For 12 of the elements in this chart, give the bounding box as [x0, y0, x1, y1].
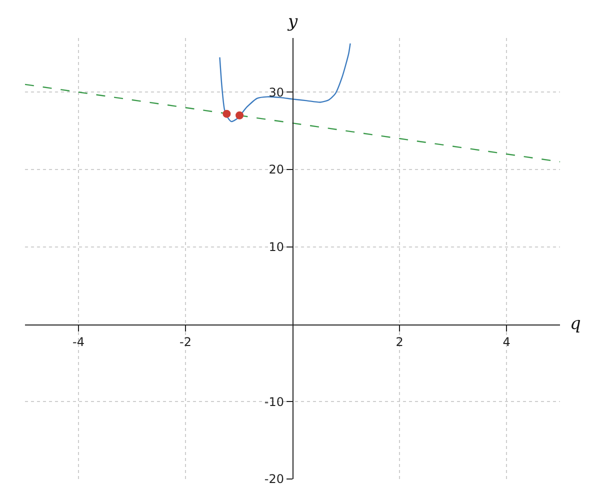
- y-tick-label: 30: [268, 85, 284, 100]
- x-tick-label: -2: [180, 334, 192, 349]
- y-axis-title: y: [287, 12, 298, 32]
- y-tick-label: 20: [268, 162, 284, 177]
- x-tick-label: 2: [396, 334, 404, 349]
- y-tick-label: -10: [264, 394, 284, 409]
- x-tick-label: 4: [502, 334, 510, 349]
- y-tick-label: 10: [268, 240, 284, 254]
- line-series: [219, 42, 351, 122]
- x-tick-label: -4: [72, 334, 84, 349]
- y-tick-label: -20: [264, 472, 284, 486]
- x-axis-title: q: [570, 314, 581, 334]
